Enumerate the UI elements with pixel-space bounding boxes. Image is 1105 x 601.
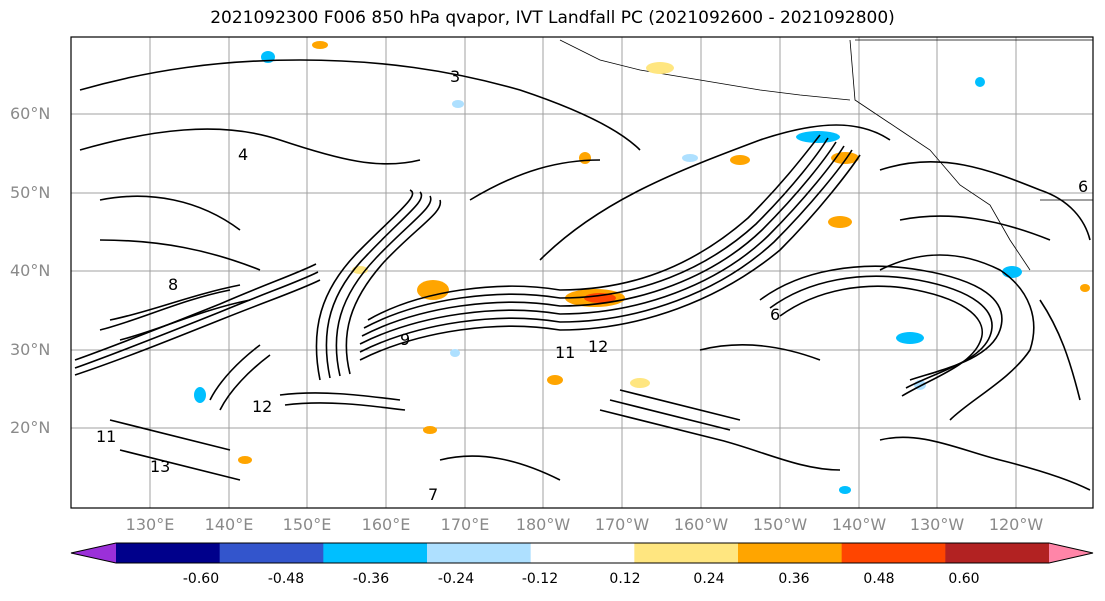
colorbar-segment [841, 543, 946, 563]
lon-label: 130°W [909, 515, 965, 534]
lat-label: 40°N [10, 261, 51, 280]
colorbar-tick-label: -0.12 [521, 571, 559, 587]
colorbar-segment [945, 543, 1050, 563]
map-frame [70, 36, 1094, 509]
colorbar-tick-label: 0.48 [863, 571, 895, 587]
contour-label: 6 [770, 305, 780, 324]
map-title: 2021092300 F006 850 hPa qvapor, IVT Land… [210, 8, 895, 28]
lon-label: 170°E [440, 515, 490, 534]
contour-labels: 3 4 6 8 9 11 12 13 12 11 6 7 [96, 67, 1088, 504]
lat-label: 50°N [10, 183, 51, 202]
colorbar-tick-label: 0.12 [609, 571, 641, 587]
contour-label: 12 [588, 337, 608, 356]
lon-label: 130°E [125, 515, 175, 534]
colorbar-segment [530, 543, 635, 563]
lat-label: 60°N [10, 104, 51, 123]
colorbar-tick-label: -0.24 [437, 571, 475, 587]
colorbar-tick-label: -0.60 [182, 571, 220, 587]
colorbar-segments [71, 543, 1093, 563]
colorbar-tick-label: 0.60 [948, 571, 980, 587]
coastlines [559, 39, 1093, 271]
contour-label: 7 [428, 485, 438, 504]
colorbar-extend-low [71, 543, 116, 563]
colorbar-tick-label: -0.48 [267, 571, 305, 587]
colorbar-segment [219, 543, 324, 563]
lon-label: 150°W [752, 515, 808, 534]
contour-label: 11 [555, 343, 575, 362]
colorbar-segment [427, 543, 532, 563]
contour-label: 3 [450, 67, 460, 86]
contour-label: 12 [252, 397, 272, 416]
contour-label: 4 [238, 145, 248, 164]
lat-label: 30°N [10, 340, 51, 359]
map-frame-background [71, 37, 1093, 508]
lon-label: 170°W [594, 515, 650, 534]
contour-label: 9 [400, 330, 410, 349]
colorbar-segment [634, 543, 739, 563]
colorbar-tick-label: 0.36 [778, 571, 810, 587]
colorbar-segment [116, 543, 221, 563]
colorbar-segment [738, 543, 843, 563]
lat-label: 20°N [10, 418, 51, 437]
positive-anomaly-patches [238, 41, 1090, 464]
colorbar-segment [323, 543, 428, 563]
lon-label: 140°W [831, 515, 887, 534]
lon-label: 120°W [988, 515, 1044, 534]
contour-label: 6 [1078, 177, 1088, 196]
colorbar-tick-label: -0.36 [352, 571, 390, 587]
colorbar-outline [70, 542, 1094, 564]
lon-label: 160°W [673, 515, 729, 534]
moisture-contours [74, 59, 1091, 491]
colorbar-extend-high [1049, 543, 1093, 563]
lon-label: 140°E [204, 515, 254, 534]
colorbar-tick-label: 0.24 [693, 571, 725, 587]
colorbar [70, 542, 1094, 564]
lon-label: 150°E [282, 515, 332, 534]
lon-label: 160°E [361, 515, 411, 534]
lon-label: 180°W [515, 515, 571, 534]
contour-label: 13 [150, 457, 170, 476]
contour-label: 8 [168, 275, 178, 294]
contour-label: 11 [96, 427, 116, 446]
